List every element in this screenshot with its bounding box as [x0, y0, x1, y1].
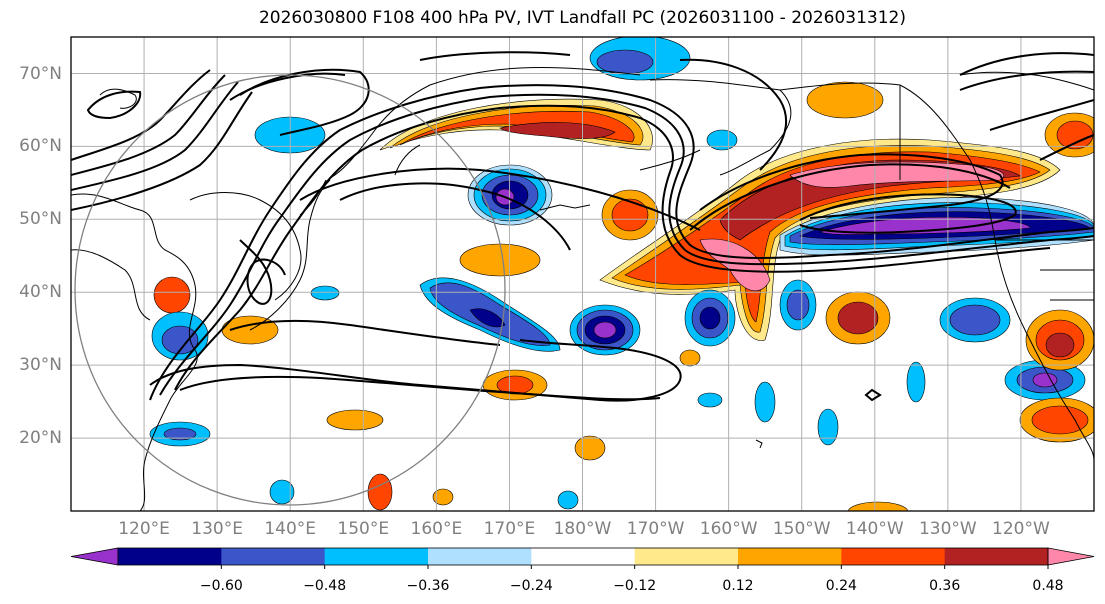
map-frame: [70, 36, 1095, 512]
colorbar-swatch: [841, 548, 946, 565]
colorbar-extend-max: [1047, 547, 1095, 566]
lon-label: 130°E: [191, 519, 243, 539]
lon-label: 170°E: [484, 519, 536, 539]
colorbar-tick-label: 0.24: [826, 578, 857, 594]
colorbar-tick-label: −0.24: [510, 578, 553, 594]
colorbar-swatch: [221, 548, 326, 565]
colorbar: −0.60 −0.48 −0.36 −0.24 −0.12 0.12 0.24 0.36 0.4…: [70, 547, 1095, 594]
lon-label: 180°W: [554, 519, 612, 539]
lon-label: 150°W: [773, 519, 831, 539]
lat-label-50: 50°N: [19, 209, 62, 229]
lon-label: 160°W: [700, 519, 758, 539]
colorbar-tick-label: −0.12: [613, 578, 656, 594]
map-panel: [71, 37, 1094, 511]
lon-label: 120°E: [118, 519, 170, 539]
coastlines: [71, 66, 1094, 511]
colorbar-tick-label: 0.48: [1032, 578, 1063, 594]
map-title: 2026030800 F108 400 hPa PV, IVT Landfall…: [258, 8, 906, 28]
lon-label: 140°W: [846, 519, 904, 539]
colorbar-swatch: [634, 548, 739, 565]
lon-label: 120°W: [992, 519, 1050, 539]
great-circle: [74, 74, 506, 506]
lat-label-70: 70°N: [19, 64, 62, 84]
colorbar-tick-label: 0.12: [722, 578, 753, 594]
lon-label: 170°W: [627, 519, 685, 539]
lat-label-60: 60°N: [19, 136, 62, 156]
colorbar-tick-label: −0.36: [407, 578, 450, 594]
colorbar-swatch: [324, 548, 429, 565]
colorbar-swatch: [738, 548, 842, 565]
lon-label: 150°E: [337, 519, 389, 539]
lat-label-40: 40°N: [19, 282, 62, 302]
colorbar-extend-min: [70, 547, 119, 566]
colorbar-swatch: [428, 548, 532, 565]
jet-contours: [71, 51, 1094, 402]
lat-label-20: 20°N: [19, 428, 62, 448]
colorbar-swatch: [118, 548, 222, 565]
lon-label: 160°E: [411, 519, 463, 539]
lat-label-30: 30°N: [19, 355, 62, 375]
gridlines: [71, 37, 1094, 511]
colorbar-tick-label: 0.36: [929, 578, 960, 594]
latitude-labels: 20°N 30°N 40°N 50°N 60°N 70°N: [19, 64, 62, 448]
colorbar-swatch: [944, 548, 1049, 565]
lon-label: 140°E: [264, 519, 316, 539]
colorbar-tick-label: −0.60: [200, 578, 243, 594]
lon-label: 130°W: [919, 519, 977, 539]
colorbar-swatch: [531, 548, 636, 565]
colorbar-frame: [117, 547, 1049, 566]
colorbar-tick-label: −0.48: [303, 578, 346, 594]
longitude-labels: 120°E 130°E 140°E 150°E 160°E 170°E 180°W 170°W…: [118, 519, 1050, 539]
